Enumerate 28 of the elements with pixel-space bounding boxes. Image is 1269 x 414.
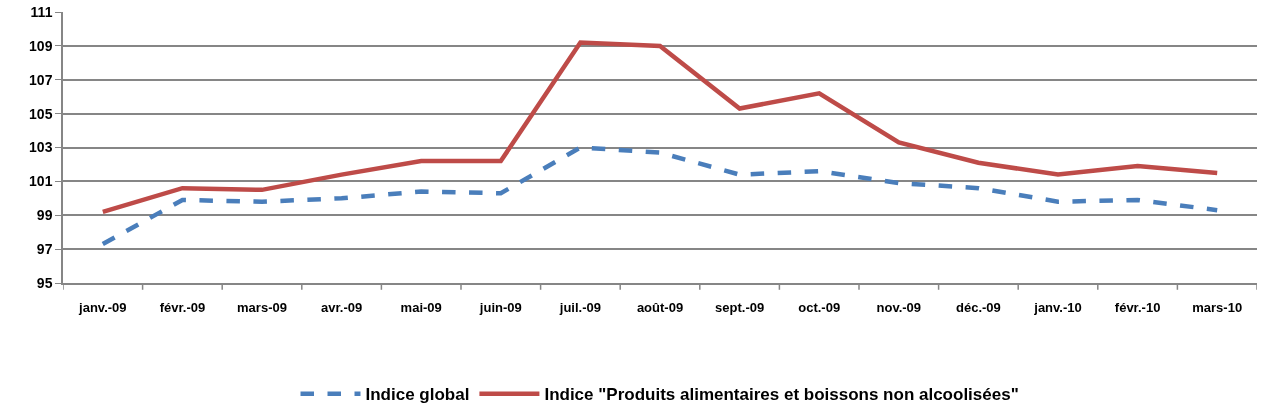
x-tick-label: janv.-09: [78, 300, 127, 316]
y-tick-label: 101: [29, 173, 53, 190]
x-tick-label: sept.-09: [715, 300, 765, 316]
line-series: [100, 40, 1220, 215]
y-tick-label: 105: [29, 105, 53, 122]
x-tick-label: mars-09: [237, 300, 287, 316]
legend-label: Indice global: [365, 385, 470, 405]
y-tick-label: 99: [36, 207, 53, 224]
x-tick-label: août-09: [636, 300, 684, 316]
x-tick-label: juin-09: [478, 300, 522, 316]
legend-label: Indice "Produits alimentaires et boissons non alcoolisées": [544, 385, 1019, 405]
y-tick-label: 103: [29, 139, 53, 156]
y-tick-label: 97: [36, 241, 53, 258]
x-tick-label: avr.-09: [321, 300, 363, 316]
y-tick-label: 107: [29, 71, 53, 88]
x-tick-label: mai-09: [400, 300, 442, 316]
x-tick-label: déc.-09: [955, 300, 1001, 316]
line-series: [100, 145, 1220, 247]
x-tick-label: janv.-10: [1033, 300, 1082, 316]
x-tick-label: oct.-09: [798, 300, 841, 316]
y-tick-label: 111: [30, 3, 53, 20]
x-tick-label: mars-10: [1192, 300, 1243, 316]
x-tick-label: févr.-09: [159, 300, 206, 316]
x-tick-label: févr.-10: [1114, 300, 1161, 316]
y-tick-label: 95: [36, 274, 53, 291]
y-tick-label: 109: [29, 37, 53, 54]
x-tick-label: juil.-09: [558, 300, 601, 316]
x-tick-label: nov.-09: [876, 300, 922, 316]
